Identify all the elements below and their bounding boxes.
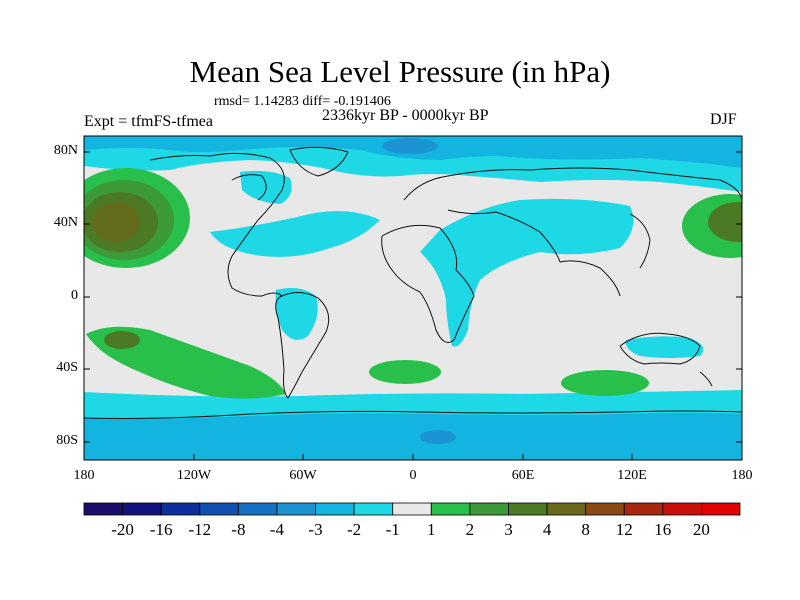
north-pacific-positive-core (92, 202, 140, 242)
arctic-low-center (382, 138, 438, 154)
season-label: DJF (710, 111, 737, 128)
eurasia-negative-zone (420, 198, 634, 347)
legend-label: 1 (427, 520, 436, 539)
south-indian-positive (561, 370, 649, 396)
legend-label: 12 (615, 520, 633, 539)
legend-label: -4 (269, 520, 284, 539)
lat-label-80s: 80S (56, 433, 78, 448)
lon-label-0: 0 (409, 468, 417, 483)
legend-swatch (83, 502, 123, 516)
lon-label-60e: 60E (511, 468, 535, 483)
legend-label: -20 (111, 520, 134, 539)
lon-label-180w: 180 (73, 468, 95, 483)
legend-swatch (315, 502, 355, 516)
legend-label: -1 (385, 520, 400, 539)
legend-swatch (701, 502, 741, 516)
map-title: Mean Sea Level Pressure (in hPa) (189, 54, 611, 89)
legend-label: -2 (347, 520, 362, 539)
legend-labels: -20 -16 -12 -8 -4 -3 -2 -1 1 2 3 4 8 12 16 20 (0, 520, 800, 544)
legend-swatch (585, 502, 625, 516)
legend-swatches (83, 502, 741, 516)
legend-swatch (430, 502, 471, 516)
experiment-label: Expt = tfmFS-tfmea (84, 113, 214, 130)
legend-swatch (199, 502, 239, 516)
coastlines (84, 146, 742, 419)
lon-label-120w: 120W (176, 468, 212, 483)
legend-label: -8 (231, 520, 246, 539)
lon-label-60w: 60W (289, 468, 317, 483)
south-america-negative-zone (275, 288, 318, 340)
atlantic-negative-zone (210, 211, 380, 257)
legend-label: 8 (581, 520, 590, 539)
lat-label-80n: 80N (53, 143, 78, 158)
axis-ticks (83, 151, 743, 460)
legend-swatch (122, 502, 162, 516)
lat-label-0: 0 (71, 288, 78, 303)
legend-swatch (469, 502, 509, 516)
legend-label: -16 (149, 520, 173, 539)
legend-swatch (623, 502, 664, 516)
south-pacific-positive-core (104, 331, 140, 349)
legend-swatch (546, 502, 587, 516)
australia-negative-zone (625, 336, 704, 358)
south-atlantic-positive (369, 360, 441, 384)
legend-label: 3 (504, 520, 513, 539)
legend-swatch (160, 502, 201, 516)
legend-label: -12 (188, 520, 212, 539)
lat-label-40n: 40N (53, 215, 78, 230)
legend-label: 2 (465, 520, 475, 539)
west-pacific-positive-inner (708, 202, 742, 242)
legend-label: 4 (542, 520, 552, 539)
legend-swatch (662, 502, 702, 516)
stats-line: rmsd= 1.14283 diff= -0.191406 (214, 94, 391, 109)
antarctic-low-center (420, 430, 456, 444)
legend-swatch (276, 502, 316, 516)
legend-swatch (508, 502, 548, 516)
legend-label: 20 (692, 520, 710, 539)
southern-negative-core (84, 413, 742, 460)
period-label: 2336kyr BP - 0000kyr BP (322, 107, 489, 124)
lat-label-40s: 40S (56, 360, 78, 375)
legend-label: 16 (654, 520, 672, 539)
lon-label-120e: 120E (617, 468, 647, 483)
legend-swatch (392, 502, 432, 516)
legend-swatch (237, 502, 278, 516)
lon-label-180e: 180 (731, 468, 753, 483)
legend-label: -3 (308, 520, 323, 539)
legend-swatch (353, 502, 394, 516)
